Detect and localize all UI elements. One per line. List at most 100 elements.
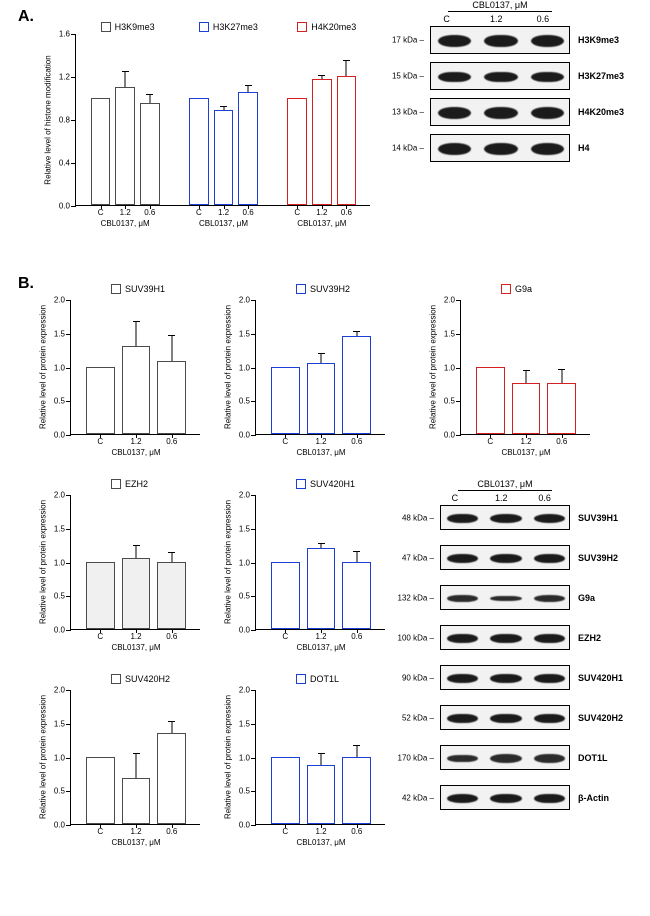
bar (271, 562, 300, 630)
blot-band (531, 107, 565, 118)
blot-protein-label: DOT1L (578, 753, 608, 763)
x-tick-label: C (97, 827, 103, 836)
x-tick-label: 0.6 (351, 632, 362, 641)
blot-band (484, 35, 518, 47)
blot-row: 47 kDaSUV39H2 (440, 545, 570, 570)
blot-band (534, 634, 565, 643)
blot-row: 100 kDaEZH2 (440, 625, 570, 650)
blot-protein-label: H3K9me3 (578, 35, 619, 45)
blot-kda-label: 90 kDa (402, 673, 434, 682)
legend-swatch (296, 674, 306, 684)
bar (271, 757, 300, 825)
blot-band (531, 143, 565, 154)
y-tick-label: 0.0 (437, 431, 455, 440)
blot-protein-label: β-Actin (578, 793, 609, 803)
legend-swatch (199, 22, 209, 32)
y-tick-label: 0.5 (437, 397, 455, 406)
blot-band (490, 596, 521, 602)
y-tick-label: 1.5 (232, 524, 250, 533)
blot-band (438, 143, 472, 154)
chart-title: DOT1L (296, 674, 339, 684)
bar (342, 757, 371, 825)
x-axis-title: CBL0137, μM (199, 219, 248, 228)
blot-protein-label: H4K20me3 (578, 107, 624, 117)
x-axis-title: CBL0137, μM (111, 643, 160, 652)
legend-swatch (101, 22, 111, 32)
x-tick-label: 0.6 (351, 827, 362, 836)
blot-protein-label: SUV39H1 (578, 513, 618, 523)
y-tick-label: 0.5 (47, 397, 65, 406)
chart-title-text: EZH2 (125, 479, 148, 489)
bar (189, 98, 209, 206)
chart-title-text: SUV39H2 (310, 284, 350, 294)
blot-band (447, 554, 478, 563)
blot-kda-label: 14 kDa (392, 144, 424, 153)
chart-suv420h2: Relative level of protein expression0.00… (70, 690, 200, 825)
x-axis-title: CBL0137, μM (296, 838, 345, 847)
y-tick-label: 0.0 (232, 626, 250, 635)
chart-title: EZH2 (111, 479, 148, 489)
x-axis-title: CBL0137, μM (101, 219, 150, 228)
y-tick-label: 1.5 (232, 329, 250, 338)
blot-band (534, 514, 565, 522)
legend-swatch (111, 479, 121, 489)
x-tick-label: C (294, 208, 300, 217)
chart-ezh2: Relative level of protein expression0.00… (70, 495, 200, 630)
blot-column-header: C (452, 493, 459, 503)
chart-suv420h1: Relative level of protein expression0.00… (255, 495, 385, 630)
x-tick-label: 1.2 (120, 208, 131, 217)
legend-swatch (297, 22, 307, 32)
x-tick-label: 0.6 (166, 632, 177, 641)
blot-band (447, 514, 478, 523)
chart-title-text: DOT1L (310, 674, 339, 684)
legend-swatch (111, 284, 121, 294)
y-tick-label: 1.5 (47, 524, 65, 533)
chart-title: SUV39H1 (111, 284, 165, 294)
chart-suv39h1: Relative level of protein expression0.00… (70, 300, 200, 435)
x-axis-title: CBL0137, μM (296, 643, 345, 652)
blot-band (490, 754, 521, 762)
blot-band (484, 143, 518, 154)
y-tick-label: 1.2 (52, 73, 70, 82)
blot-band (490, 634, 521, 643)
y-tick-label: 1.6 (52, 30, 70, 39)
y-tick-label: 0.8 (52, 116, 70, 125)
y-tick-label: 0.5 (47, 592, 65, 601)
blot-row: 90 kDaSUV420H1 (440, 665, 570, 690)
blot-kda-label: 132 kDa (398, 593, 434, 602)
x-tick-label: 1.2 (218, 208, 229, 217)
blot-kda-label: 48 kDa (402, 513, 434, 522)
blot-kda-label: 15 kDa (392, 72, 424, 81)
blot-band (447, 674, 478, 683)
legend-swatch (296, 284, 306, 294)
x-axis-title: CBL0137, μM (111, 448, 160, 457)
x-tick-label: 1.2 (130, 437, 141, 446)
bar (157, 733, 186, 824)
x-tick-label: C (282, 827, 288, 836)
x-tick-label: C (98, 208, 104, 217)
legend-label: H4K20me3 (311, 22, 356, 32)
blot-kda-label: 42 kDa (402, 793, 434, 802)
panel-a-bar-chart: Relative level of histone modification0.… (75, 34, 370, 206)
blot-column-header: 0.6 (538, 493, 551, 503)
x-tick-label: 0.6 (243, 208, 254, 217)
blot-column-header: 1.2 (490, 14, 503, 24)
bar (307, 363, 336, 434)
y-tick-label: 0.0 (232, 821, 250, 830)
x-axis-title: CBL0137, μM (296, 448, 345, 457)
bar (271, 367, 300, 435)
y-tick-label: 1.0 (47, 363, 65, 372)
bar (86, 562, 115, 630)
blot-kda-label: 100 kDa (398, 633, 434, 642)
legend-item: H3K27me3 (199, 22, 258, 32)
blot-protein-label: SUV420H2 (578, 713, 623, 723)
blot-band (438, 72, 472, 83)
bar (307, 548, 336, 629)
chart-g9a: Relative level of protein expression0.00… (460, 300, 590, 435)
panel-a-label: A. (18, 8, 34, 26)
blot-kda-label: 13 kDa (392, 108, 424, 117)
y-tick-label: 0.0 (232, 431, 250, 440)
blot-band (534, 794, 565, 803)
y-tick-label: 0.0 (47, 626, 65, 635)
blot-band (447, 794, 478, 803)
